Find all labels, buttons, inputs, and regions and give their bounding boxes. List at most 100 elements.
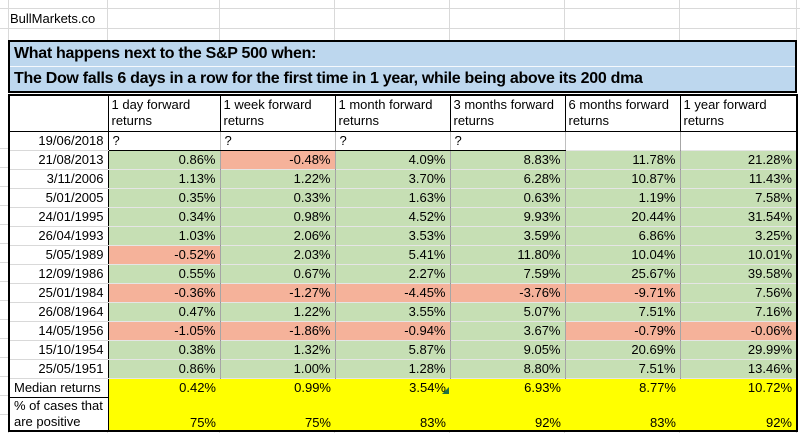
date-cell[interactable]: 26/08/1964 [9, 301, 109, 322]
value-cell[interactable]: -1.27% [220, 282, 336, 303]
value-cell[interactable]: 0.33% [220, 187, 336, 208]
value-cell[interactable]: 1.00% [220, 358, 336, 379]
value-cell[interactable]: 0.98% [220, 206, 336, 227]
value-cell[interactable]: -0.06% [680, 320, 798, 341]
value-cell[interactable]: 3.67% [450, 320, 566, 341]
pct-positive-value-cell[interactable]: 75% [220, 397, 335, 431]
value-cell[interactable]: 9.05% [450, 339, 566, 360]
date-cell[interactable]: 24/01/1995 [9, 206, 109, 227]
value-cell[interactable]: 7.51% [565, 301, 681, 322]
value-cell[interactable]: 3.59% [450, 225, 566, 246]
pct-positive-value-cell[interactable]: 83% [565, 397, 680, 431]
value-cell[interactable]: -1.86% [220, 320, 336, 341]
value-cell[interactable]: ? [108, 130, 221, 151]
value-cell[interactable]: -1.05% [108, 320, 221, 341]
header-1-week[interactable]: 1 week forward returns [219, 94, 336, 132]
value-cell[interactable]: 4.52% [335, 206, 451, 227]
value-cell[interactable]: 5.87% [335, 339, 451, 360]
median-value-cell[interactable]: 0.99% [220, 377, 335, 397]
value-cell[interactable]: -4.45% [335, 282, 451, 303]
title-block[interactable]: What happens next to the S&P 500 when: T… [8, 40, 797, 93]
value-cell[interactable]: 8.83% [450, 149, 566, 170]
value-cell[interactable] [680, 130, 798, 151]
value-cell[interactable]: 7.58% [680, 187, 798, 208]
value-cell[interactable]: 7.16% [680, 301, 798, 322]
value-cell[interactable]: -0.79% [565, 320, 681, 341]
value-cell[interactable]: -0.36% [108, 282, 221, 303]
value-cell[interactable]: -9.71% [565, 282, 681, 303]
median-value-cell[interactable]: 10.72% [680, 377, 797, 397]
value-cell[interactable]: 10.01% [680, 244, 798, 265]
value-cell[interactable]: ? [450, 130, 566, 151]
value-cell[interactable]: 39.58% [680, 263, 798, 284]
value-cell[interactable]: -0.94% [335, 320, 451, 341]
value-cell[interactable]: 25.67% [565, 263, 681, 284]
date-cell[interactable]: 15/10/1954 [9, 339, 109, 360]
header-1-day[interactable]: 1 day forward returns [107, 94, 221, 132]
value-cell[interactable]: 13.46% [680, 358, 798, 379]
median-label[interactable]: Median returns [8, 377, 109, 398]
date-cell[interactable]: 14/05/1956 [9, 320, 109, 341]
median-value-cell[interactable]: 6.93% [450, 377, 565, 397]
date-cell[interactable]: 5/01/2005 [9, 187, 109, 208]
value-cell[interactable]: 7.51% [565, 358, 681, 379]
date-cell[interactable]: 21/08/2013 [9, 149, 109, 170]
value-cell[interactable]: 8.80% [450, 358, 566, 379]
value-cell[interactable]: 2.27% [335, 263, 451, 284]
pct-positive-value-cell[interactable]: 83% [335, 397, 450, 431]
header-6-months[interactable]: 6 months forward returns [564, 94, 681, 132]
brand-cell[interactable]: BullMarkets.co [10, 11, 96, 26]
value-cell[interactable]: 2.03% [220, 244, 336, 265]
value-cell[interactable]: 0.63% [450, 187, 566, 208]
value-cell[interactable]: 0.55% [108, 263, 221, 284]
pct-positive-value-cell[interactable]: 92% [450, 397, 565, 431]
value-cell[interactable]: 21.28% [680, 149, 798, 170]
date-cell[interactable]: 5/05/1989 [9, 244, 109, 265]
median-value-cell[interactable]: 3.54% [335, 377, 450, 397]
value-cell[interactable]: 0.34% [108, 206, 221, 227]
value-cell[interactable]: ? [220, 130, 336, 151]
header-3-months[interactable]: 3 months forward returns [449, 94, 566, 132]
value-cell[interactable]: -0.52% [108, 244, 221, 265]
value-cell[interactable]: 1.13% [108, 168, 221, 189]
corner-cell[interactable] [8, 94, 109, 132]
value-cell[interactable]: 0.47% [108, 301, 221, 322]
value-cell[interactable]: 0.67% [220, 263, 336, 284]
value-cell[interactable]: 0.35% [108, 187, 221, 208]
date-cell[interactable]: 26/04/1993 [9, 225, 109, 246]
value-cell[interactable]: 5.41% [335, 244, 451, 265]
date-cell[interactable]: 12/09/1986 [9, 263, 109, 284]
value-cell[interactable]: 11.78% [565, 149, 681, 170]
value-cell[interactable]: 2.06% [220, 225, 336, 246]
value-cell[interactable]: 10.04% [565, 244, 681, 265]
value-cell[interactable]: 6.86% [565, 225, 681, 246]
pct-positive-value-cell[interactable]: 92% [680, 397, 797, 431]
value-cell[interactable]: 1.22% [220, 168, 336, 189]
value-cell[interactable]: 20.44% [565, 206, 681, 227]
value-cell[interactable]: -3.76% [450, 282, 566, 303]
value-cell[interactable]: 3.70% [335, 168, 451, 189]
value-cell[interactable]: 1.28% [335, 358, 451, 379]
value-cell[interactable]: 5.07% [450, 301, 566, 322]
median-value-cell[interactable]: 0.42% [108, 377, 220, 397]
value-cell[interactable] [565, 130, 681, 151]
value-cell[interactable]: 1.63% [335, 187, 451, 208]
value-cell[interactable]: 29.99% [680, 339, 798, 360]
value-cell[interactable]: 7.59% [450, 263, 566, 284]
value-cell[interactable]: 11.80% [450, 244, 566, 265]
value-cell[interactable]: 11.43% [680, 168, 798, 189]
pct-positive-value-cell[interactable]: 75% [108, 397, 220, 431]
value-cell[interactable]: 31.54% [680, 206, 798, 227]
date-cell[interactable]: 25/01/1984 [9, 282, 109, 303]
value-cell[interactable]: -0.48% [220, 149, 336, 170]
header-1-month[interactable]: 1 month forward returns [334, 94, 451, 132]
date-cell[interactable]: 19/06/2018 [9, 130, 109, 151]
value-cell[interactable]: 7.56% [680, 282, 798, 303]
value-cell[interactable]: 10.87% [565, 168, 681, 189]
value-cell[interactable]: 20.69% [565, 339, 681, 360]
value-cell[interactable]: 4.09% [335, 149, 451, 170]
value-cell[interactable]: 9.93% [450, 206, 566, 227]
value-cell[interactable]: 6.28% [450, 168, 566, 189]
value-cell[interactable]: 0.86% [108, 149, 221, 170]
header-1-year[interactable]: 1 year forward returns [679, 94, 798, 132]
